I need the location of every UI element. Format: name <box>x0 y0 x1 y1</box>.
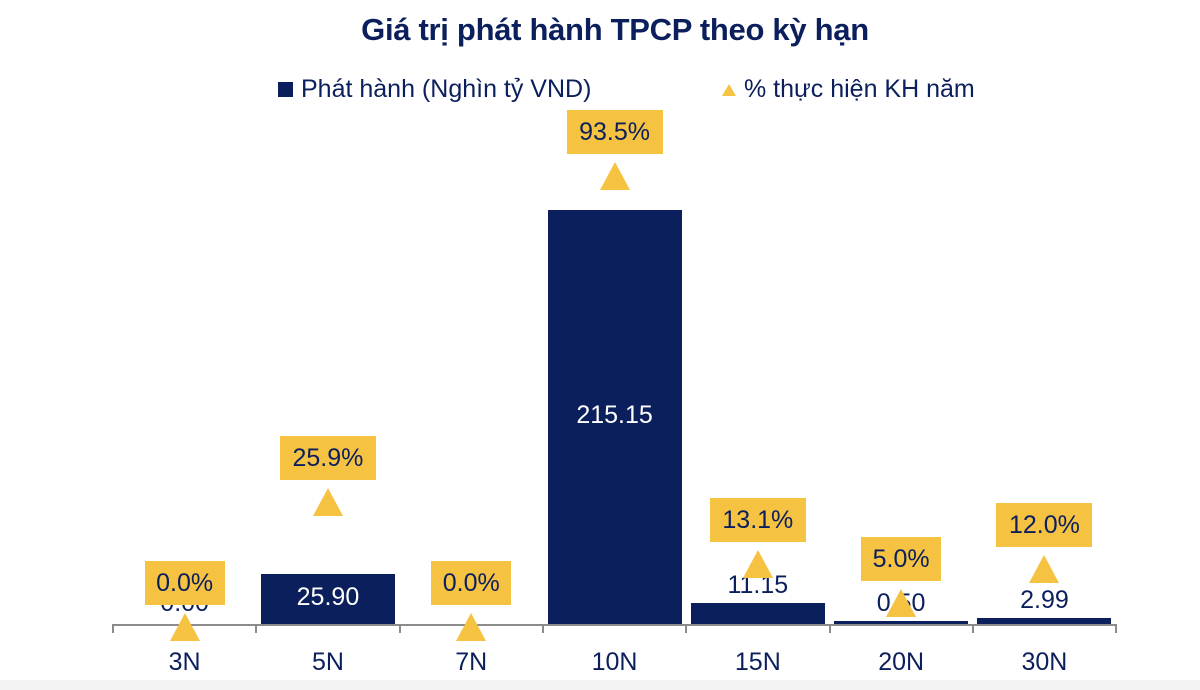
bar-20N <box>834 621 969 624</box>
pct-label: 0.0% <box>144 561 225 605</box>
bar-5N <box>260 574 395 624</box>
x-axis-tick <box>685 624 688 633</box>
bar-15N <box>690 602 825 624</box>
pct-label: 12.0% <box>996 503 1093 548</box>
x-axis-tick <box>1115 624 1118 633</box>
x-axis-label: 3N <box>168 648 201 676</box>
x-axis <box>113 624 1117 626</box>
pct-label: 5.0% <box>861 536 942 581</box>
x-axis-tick <box>398 624 401 633</box>
triangle-marker-icon <box>742 549 773 578</box>
x-axis-tick <box>971 624 974 633</box>
triangle-marker-icon <box>1029 555 1060 584</box>
x-axis-label: 10N <box>591 648 638 676</box>
x-axis-tick <box>255 624 258 633</box>
bar-swatch-icon <box>278 82 293 97</box>
triangle-marker-icon <box>886 588 917 617</box>
legend-item-marker: % thực hiện KH năm <box>722 75 975 104</box>
x-axis-tick <box>112 624 114 633</box>
x-axis-label: 5N <box>311 648 344 676</box>
footer-shade <box>0 680 1200 690</box>
triangle-marker-icon <box>722 83 736 96</box>
triangle-marker-icon <box>169 613 200 641</box>
chart-title: Giá trị phát hành TPCP theo kỳ hạn <box>361 12 869 47</box>
bar-value-label: 2.99 <box>1020 586 1069 615</box>
pct-label: 13.1% <box>709 497 806 542</box>
legend-marker-label: % thực hiện KH năm <box>744 75 975 103</box>
pct-label: 0.0% <box>431 561 512 605</box>
pct-label: 93.5% <box>566 110 663 155</box>
triangle-marker-icon <box>456 613 487 641</box>
x-axis-label: 15N <box>734 648 781 676</box>
triangle-marker-icon <box>312 488 343 517</box>
x-axis-label: 7N <box>455 648 488 676</box>
triangle-marker-icon <box>599 162 630 191</box>
bar-30N <box>977 618 1112 624</box>
x-axis-tick <box>541 624 544 633</box>
legend-bar-label: Phát hành (Nghìn tỷ VND) <box>301 75 592 103</box>
bar-10N <box>547 210 682 624</box>
legend-item-bar: Phát hành (Nghìn tỷ VND) <box>278 75 591 104</box>
bar-value-label: 25.90 <box>296 583 360 612</box>
x-axis-label: 20N <box>878 648 925 676</box>
x-axis-label: 30N <box>1021 648 1068 676</box>
pct-label: 25.9% <box>279 436 376 481</box>
x-axis-tick <box>828 624 831 633</box>
bar-value-label: 215.15 <box>576 401 653 429</box>
legend: Phát hành (Nghìn tỷ VND) % thực hiện KH … <box>0 75 1200 109</box>
